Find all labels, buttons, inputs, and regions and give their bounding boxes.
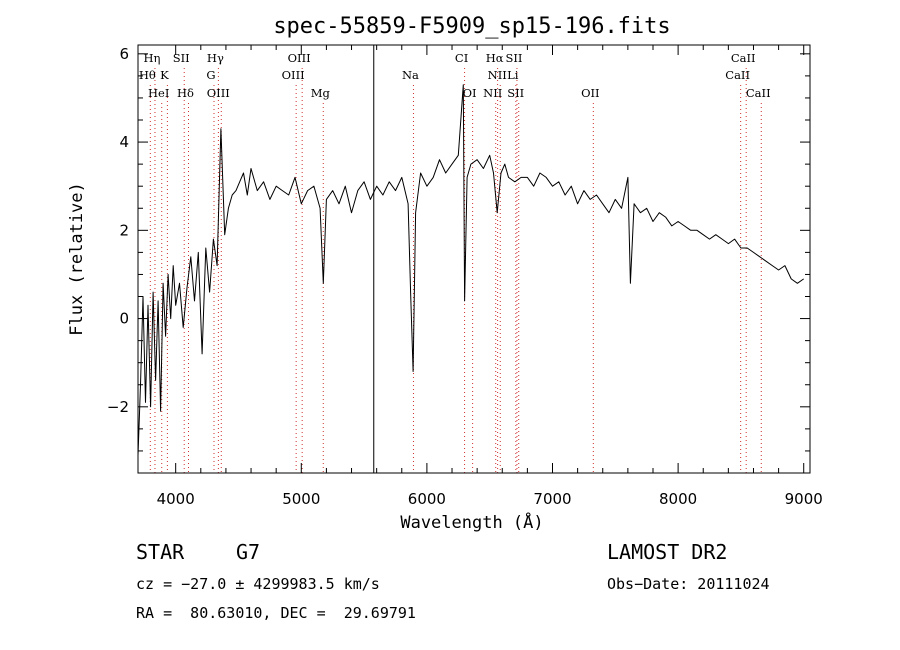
- spectrum-series: [137, 84, 804, 456]
- y-tick-label-3: 4: [119, 133, 129, 151]
- y-tick-label-0: −2: [107, 398, 129, 416]
- survey-name: LAMOST DR2: [607, 540, 728, 564]
- marker-label-5: Hα: [486, 51, 504, 65]
- y-tick-label-2: 2: [119, 221, 129, 239]
- marker-label-24: CaII: [746, 86, 771, 100]
- redshift-readout: cz = −27.0 ± 4299983.5 km/s: [136, 575, 380, 593]
- marker-label-18: OIII: [207, 86, 230, 100]
- marker-label-13: NII: [488, 68, 507, 82]
- marker-label-8: Hθ: [139, 68, 156, 82]
- marker-label-6: SII: [505, 51, 522, 65]
- y-axis-label: Flux (relative): [67, 182, 87, 336]
- marker-label-19: Mg: [311, 86, 331, 100]
- marker-label-23: OII: [581, 86, 600, 100]
- marker-label-3: OIII: [288, 51, 311, 65]
- axes: 4000 5000 6000 7000 8000 9000 −2 0 2 4 6: [107, 45, 823, 508]
- marker-label-10: G: [206, 68, 215, 82]
- x-tick-label-5: 9000: [785, 490, 823, 508]
- marker-label-21: NII: [483, 86, 502, 100]
- marker-label-9: K: [160, 68, 169, 82]
- marker-label-14: Li: [507, 68, 519, 82]
- y-tick-label-1: 0: [119, 310, 129, 328]
- observation-date: Obs−Date: 20111024: [607, 575, 770, 593]
- y-tick-label-top: 6: [119, 45, 129, 63]
- spectrum-line-0: [137, 84, 804, 456]
- marker-label-7: CaII: [731, 51, 756, 65]
- coordinates: RA = 80.63010, DEC = 29.69791: [136, 604, 416, 622]
- marker-label-15: CaII: [725, 68, 750, 82]
- x-tick-label-1: 5000: [282, 490, 320, 508]
- x-tick-label-3: 7000: [533, 490, 571, 508]
- marker-label-0: Hη: [143, 51, 160, 65]
- x-axis-label: Wavelength (Å): [400, 511, 543, 533]
- marker-label-22: SII: [507, 86, 524, 100]
- marker-label-12: Na: [402, 68, 419, 82]
- marker-label-2: Hγ: [207, 51, 224, 65]
- spectral-subclass: G7: [236, 540, 261, 564]
- x-tick-label-4: 8000: [659, 490, 697, 508]
- chart-title: spec-55859-F5909_sp15-196.fits: [273, 14, 670, 39]
- marker-label-1: SII: [173, 51, 190, 65]
- x-tick-label-0: 4000: [157, 490, 195, 508]
- spectral-class: STAR: [136, 540, 185, 564]
- plot-frame: [137, 44, 811, 474]
- marker-label-16: HeI: [148, 86, 169, 100]
- marker-label-4: CI: [455, 51, 468, 65]
- marker-label-20: OI: [463, 86, 477, 100]
- marker-label-17: Hδ: [177, 86, 194, 100]
- marker-label-11: OIII: [282, 68, 305, 82]
- x-tick-label-2: 6000: [408, 490, 446, 508]
